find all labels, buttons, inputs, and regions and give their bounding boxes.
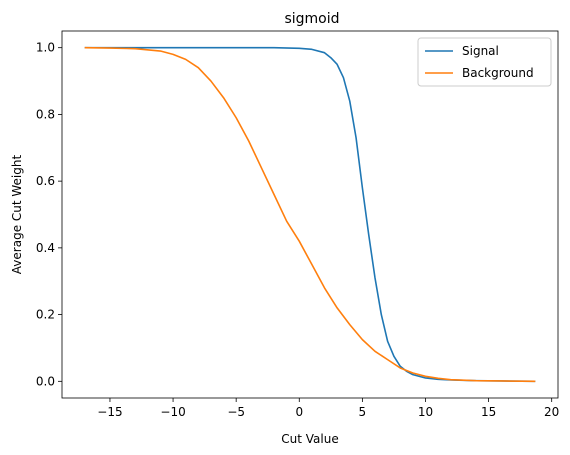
series-layer — [84, 46, 536, 383]
chart-title: sigmoid — [284, 11, 339, 27]
x-tick-label: −10 — [160, 405, 185, 419]
y-tick-label: 0.6 — [36, 174, 55, 188]
plot-area — [62, 31, 558, 398]
y-tick-label: 0.2 — [36, 308, 55, 322]
y-tick-label: 0.8 — [36, 107, 55, 121]
y-tick-label: 0.0 — [36, 374, 55, 388]
legend: Signal Background — [417, 37, 552, 87]
y-tick-label: 1.0 — [36, 41, 55, 55]
x-ticks: −15 −10 −5 0 5 10 15 20 — [97, 398, 559, 419]
legend-box — [417, 37, 552, 87]
legend-background-label: Background — [462, 66, 534, 80]
y-axis-label: Average Cut Weight — [10, 155, 24, 275]
x-tick-label: 0 — [295, 405, 303, 419]
x-tick-label: −5 — [227, 405, 245, 419]
legend-signal-label: Signal — [462, 44, 499, 58]
series-line-signal — [84, 46, 536, 383]
y-ticks: 0.0 0.2 0.4 0.6 0.8 1.0 — [36, 41, 62, 388]
x-tick-label: 5 — [359, 405, 367, 419]
x-tick-label: 20 — [544, 405, 559, 419]
series-line-background — [84, 46, 536, 383]
plot-frame — [61, 30, 559, 399]
x-tick-label: 10 — [418, 405, 433, 419]
x-tick-label: −15 — [97, 405, 122, 419]
y-tick-label: 0.4 — [36, 241, 55, 255]
x-axis-label: Cut Value — [281, 432, 338, 446]
x-tick-label: 15 — [481, 405, 496, 419]
